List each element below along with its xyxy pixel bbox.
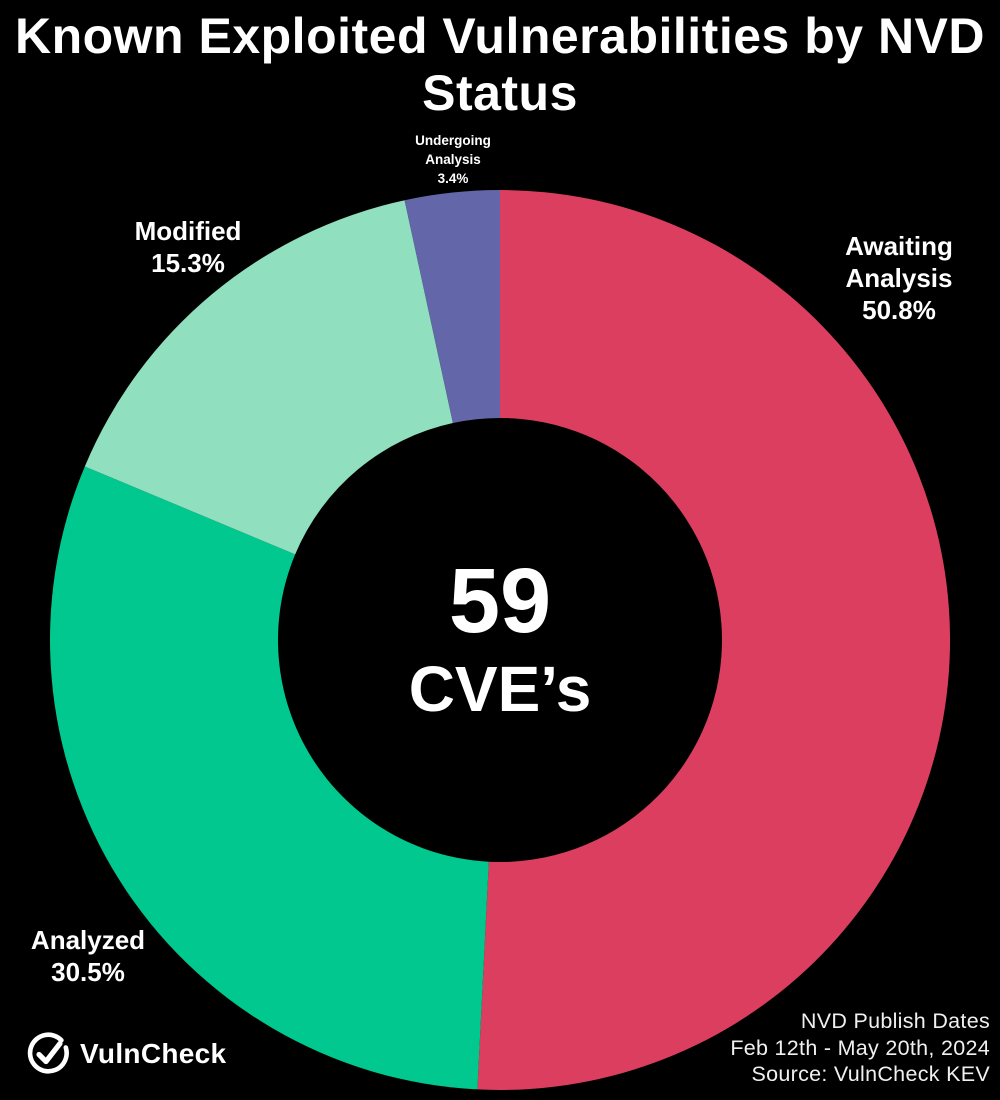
- vulncheck-logo: VulnCheck: [26, 1030, 226, 1078]
- brand-name: VulnCheck: [80, 1038, 227, 1069]
- slice-label-text: Undergoing Analysis: [415, 133, 491, 167]
- donut-center-label: 59 CVE’s: [290, 555, 710, 725]
- pie-slice-analyzed: [50, 466, 489, 1090]
- slice-label-text: Awaiting Analysis: [845, 231, 953, 293]
- label-modified: Modified 15.3%: [103, 215, 273, 279]
- slice-label-text: Modified: [134, 216, 242, 246]
- label-undergoing-analysis: Undergoing Analysis 3.4%: [397, 131, 509, 188]
- source-line-1: NVD Publish Dates: [800, 1009, 990, 1033]
- label-analyzed: Analyzed 30.5%: [3, 924, 173, 988]
- cve-unit: CVE’s: [408, 653, 592, 725]
- slice-percent-text: 3.4%: [437, 171, 469, 186]
- slice-label-text: Analyzed: [30, 925, 146, 955]
- source-line-2: Feb 12th - May 20th, 2024: [730, 1035, 990, 1060]
- source-note: NVD Publish Dates Feb 12th - May 20th, 2…: [730, 1008, 990, 1088]
- source-line-3: Source: VulnCheck KEV: [751, 1062, 990, 1086]
- pie-slice-modified: [84, 200, 453, 555]
- slice-percent-text: 15.3%: [151, 248, 225, 278]
- slice-percent-text: 30.5%: [51, 957, 125, 987]
- label-awaiting-analysis: Awaiting Analysis 50.8%: [819, 230, 979, 326]
- chart-title: Known Exploited Vulnerabilities by NVD S…: [14, 8, 986, 121]
- pie-slice-awaiting-analysis: [477, 190, 951, 1090]
- cve-count: 59: [448, 550, 552, 652]
- pie-slice-undergoing-analysis: [404, 190, 500, 424]
- vulncheck-check-circle-icon: [27, 1032, 69, 1074]
- slice-percent-text: 50.8%: [862, 295, 936, 325]
